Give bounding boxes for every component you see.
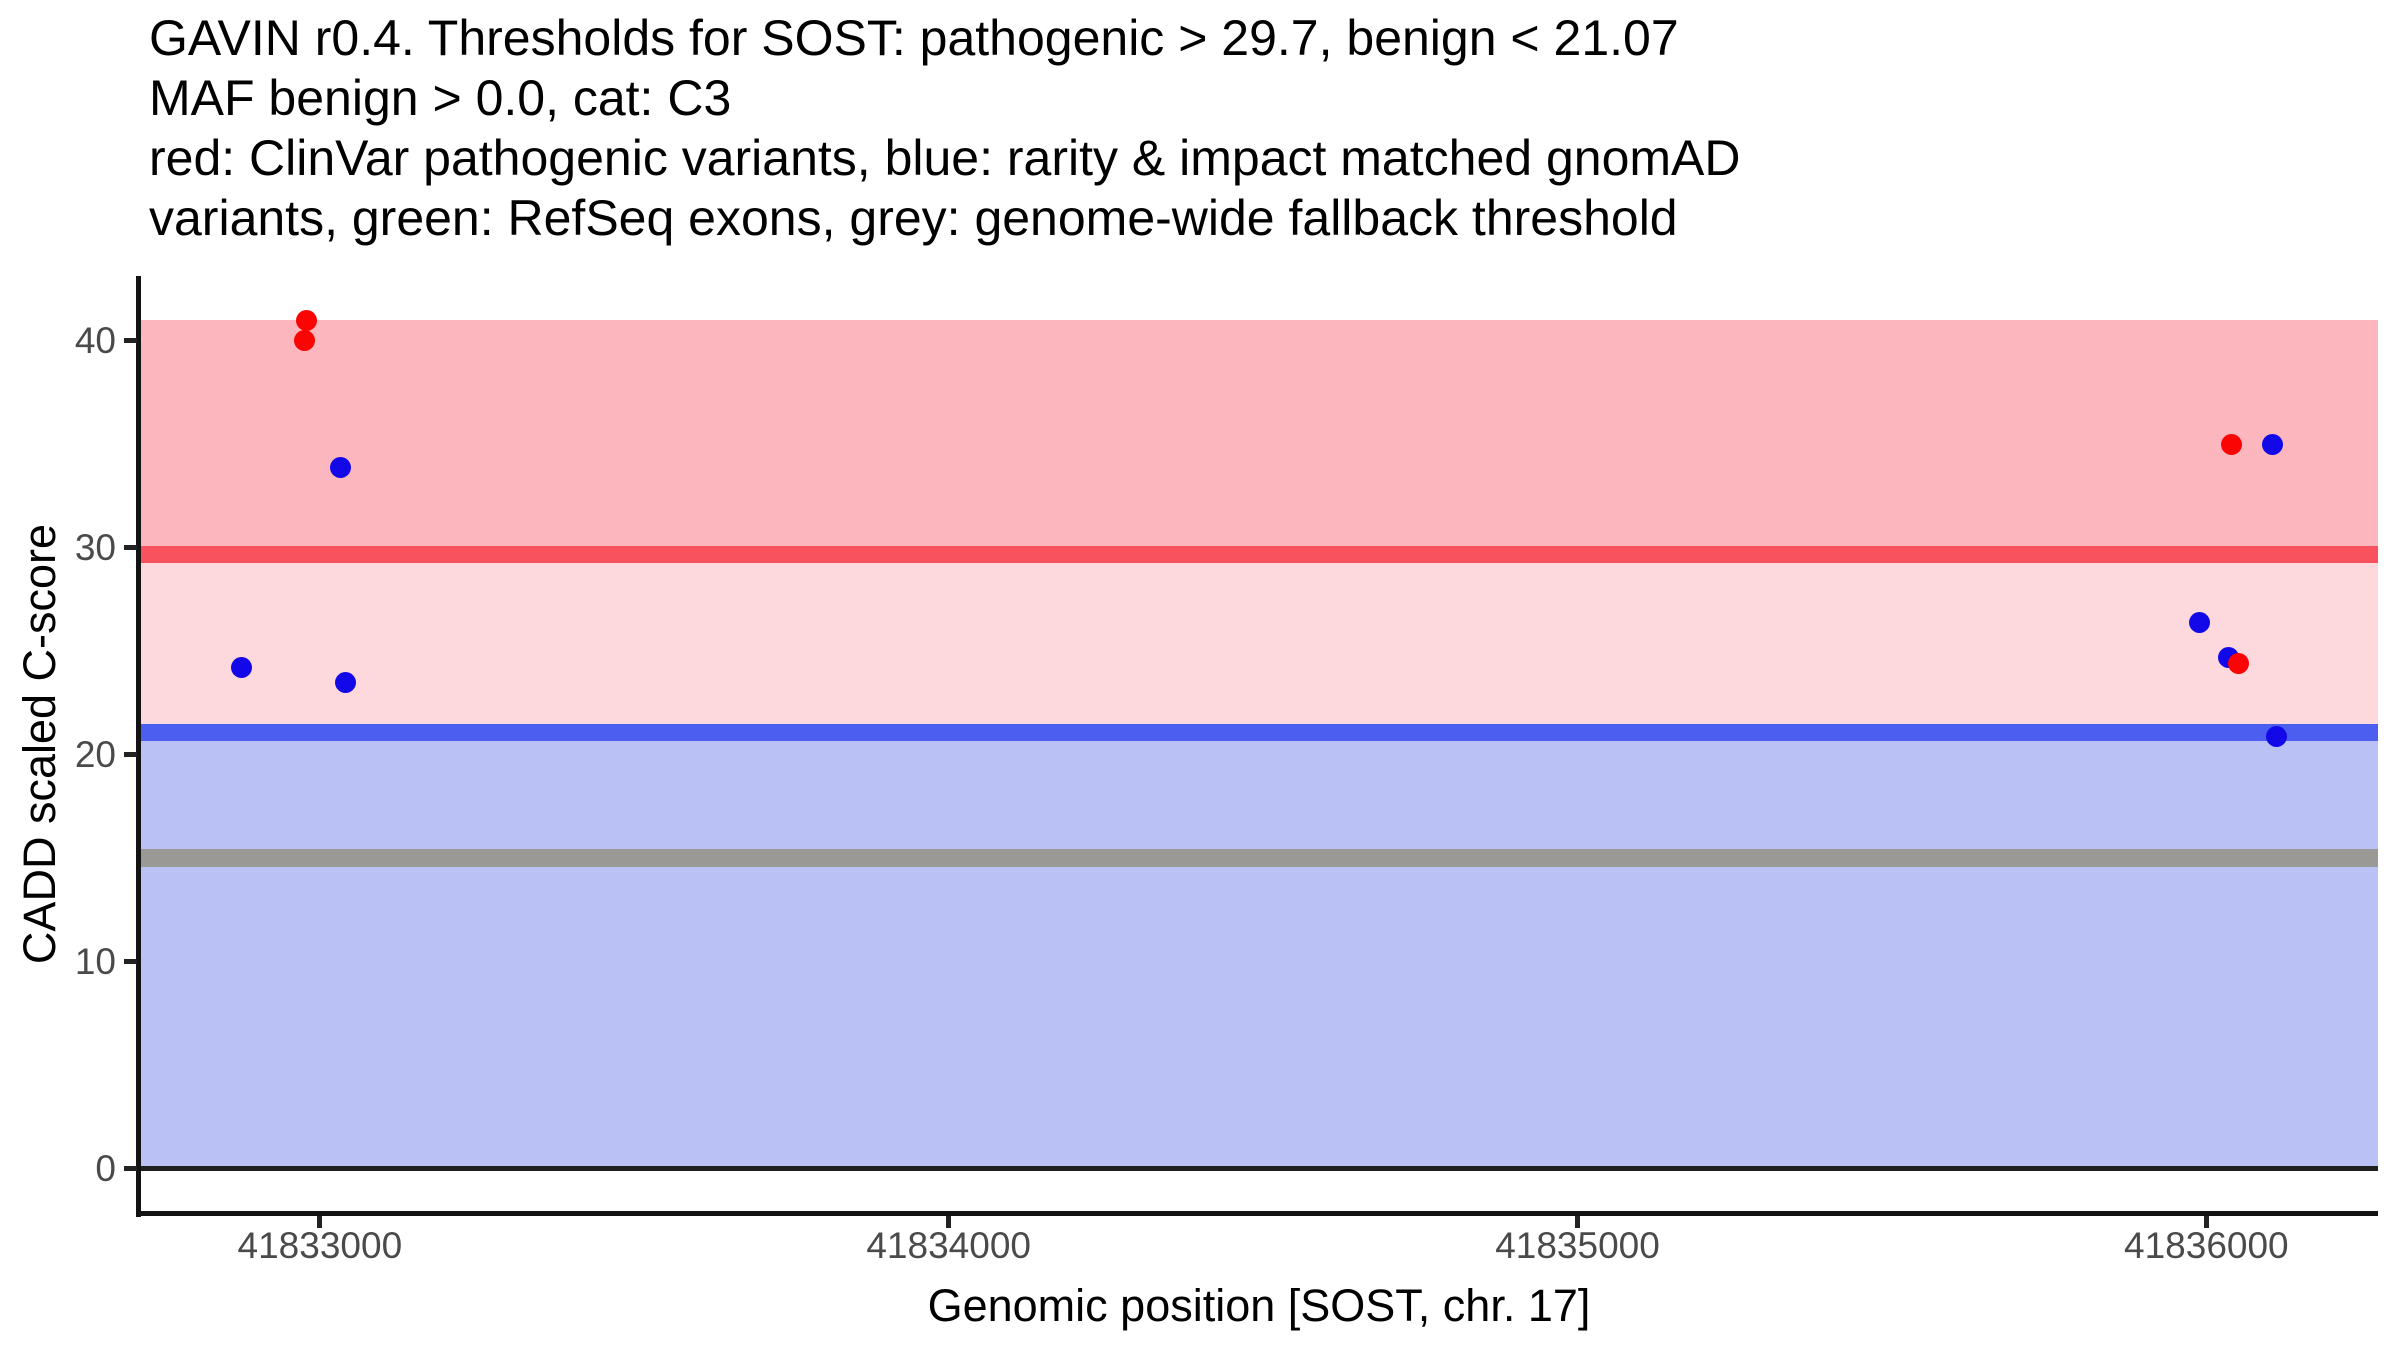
plot-title-line-4: variants, green: RefSeq exons, grey: gen… [149, 190, 1678, 246]
x-tick-mark [946, 1216, 952, 1228]
data-point-gnomad [2188, 611, 2210, 633]
plot-title-line-2: MAF benign > 0.0, cat: C3 [149, 70, 732, 126]
threshold-line-genome-wide-fallback-threshold [140, 849, 2378, 868]
threshold-line-pathogenic-threshold [140, 545, 2378, 563]
band-pathogenic-region [140, 320, 2378, 555]
x-axis-line [136, 1211, 2378, 1216]
data-point-clinvar [2227, 653, 2249, 675]
data-point-clinvar [2220, 433, 2242, 455]
plot-title-line-3: red: ClinVar pathogenic variants, blue: … [149, 130, 1741, 186]
band-intermediate-region [140, 554, 2378, 733]
plot-title: GAVIN r0.4. Thresholds for SOST: pathoge… [149, 8, 1740, 248]
y-tick-label: 40 [74, 319, 116, 361]
y-tick-mark [124, 545, 137, 551]
y-tick-label: 0 [95, 1147, 116, 1189]
y-tick-mark [124, 959, 137, 965]
x-tick-mark [2203, 1216, 2209, 1228]
x-axis-title: Genomic position [SOST, chr. 17] [927, 1280, 1591, 1331]
plot-panel [140, 278, 2378, 1213]
threshold-line-benign-threshold [140, 724, 2378, 742]
data-point-clinvar [293, 330, 315, 352]
x-tick-label: 41834000 [866, 1225, 1031, 1266]
data-point-clinvar [295, 309, 317, 331]
y-tick-label: 30 [74, 526, 116, 568]
x-tick-label: 41833000 [237, 1225, 403, 1266]
y-tick-mark [124, 338, 137, 344]
x-tick-mark [317, 1216, 323, 1228]
y-tick-label: 10 [74, 940, 116, 982]
data-point-gnomad [2261, 433, 2283, 455]
data-point-gnomad [335, 671, 357, 693]
plot-title-line-1: GAVIN r0.4. Thresholds for SOST: pathoge… [149, 10, 1679, 66]
y-tick-mark [124, 1166, 137, 1172]
y-tick-mark [124, 752, 137, 758]
band-benign-region [140, 732, 2378, 1169]
threshold-line-zero-baseline [140, 1166, 2378, 1172]
x-tick-mark [1575, 1216, 1580, 1228]
x-tick-label: 41836000 [2124, 1225, 2289, 1266]
y-axis-line [136, 276, 141, 1217]
x-tick-label: 41835000 [1495, 1225, 1660, 1266]
data-point-gnomad [2265, 725, 2287, 747]
y-axis-title: CADD scaled C-score [14, 523, 65, 965]
y-tick-label: 20 [74, 733, 116, 775]
data-point-gnomad [231, 657, 253, 679]
data-point-gnomad [330, 456, 352, 478]
